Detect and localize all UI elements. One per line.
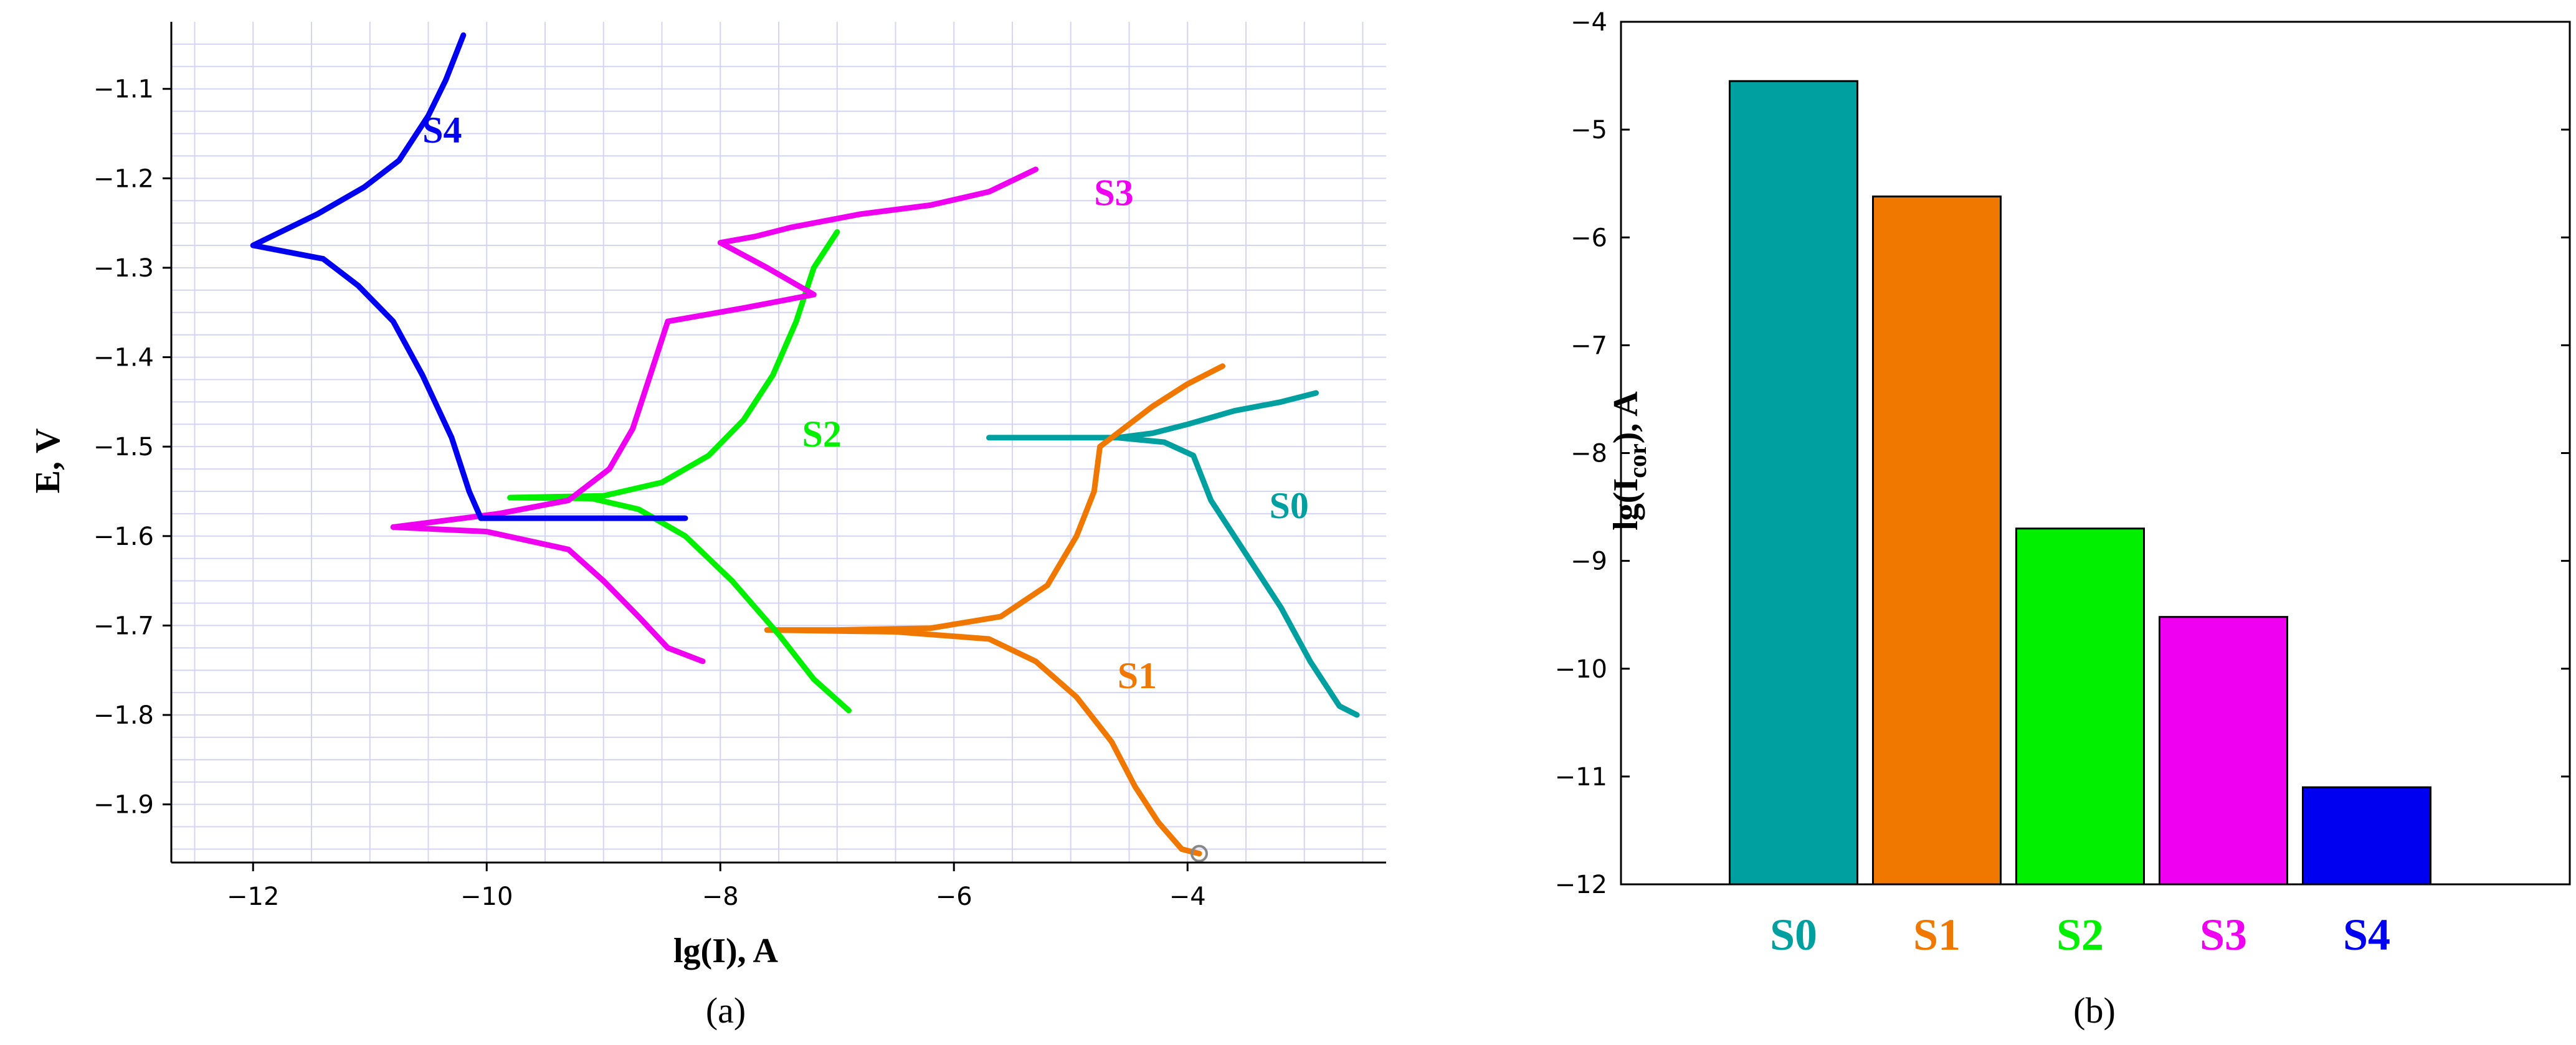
y-tick-label: −10: [1555, 655, 1607, 684]
bar-s3: [2159, 616, 2288, 886]
x-tick-label: −10: [460, 882, 513, 911]
y-tick-label: −6: [1571, 224, 1607, 252]
y-tick-label: −1.9: [93, 791, 154, 820]
category-label-s0: S0: [1770, 910, 1817, 960]
bar-s1: [1872, 195, 2002, 886]
series-s2-anodic-line: [507, 229, 840, 501]
panel-a-x-axis-label: lg(I), A: [673, 932, 779, 970]
panel-b-caption: (b): [2073, 990, 2116, 1031]
y-tick-label: −1.6: [93, 522, 154, 551]
panel-b-ticks: −4 −5 −6 −7 −8 −9 −10 −11 −12: [1555, 8, 2570, 899]
panel-b-y-axis-label-sub: cor: [1623, 443, 1652, 478]
series-s4-anodic-line: [250, 32, 484, 521]
category-label-s1: S1: [1913, 910, 1961, 960]
panel-a-series-labels: S0 S1 S2 S3 S4: [422, 110, 1309, 696]
x-tick-label: −6: [936, 882, 972, 911]
panel-a-caption: (a): [706, 990, 746, 1031]
endpoint-marker: [1191, 844, 1208, 863]
panel-a-ticks: −12 −10 −8 −6 −4 −1.1 −1.2 −1.3 −1.4 −1.5 −1.6 −1.7…: [93, 75, 1206, 911]
y-tick-label: −7: [1571, 331, 1607, 360]
series-label-s3: S3: [1094, 172, 1133, 213]
x-tick-label: −4: [1169, 882, 1206, 911]
panel-a-grid: [171, 22, 1386, 863]
series-label-s4: S4: [422, 110, 462, 151]
series-s0-cathodic-line: [1115, 435, 1360, 718]
series-s3-anodic-line: [390, 166, 1038, 530]
series-label-s2: S2: [802, 414, 842, 455]
y-tick-label: −1.8: [93, 701, 154, 730]
panel-a-axes: [170, 22, 1386, 864]
y-tick-label: −5: [1571, 116, 1607, 144]
panel-b-y-axis-label-end: ), A: [1607, 391, 1645, 444]
bar-s4: [2302, 786, 2431, 886]
x-tick-label: −8: [702, 882, 739, 911]
panel-b-bar-chart: −4 −5 −6 −7 −8 −9 −10 −11 −12 S0 S1 S2 S3 S4 lg(Icor…: [1555, 8, 2571, 1031]
category-label-s3: S3: [2200, 910, 2247, 960]
series-s1-anodic-line: [764, 363, 1225, 633]
y-tick-label: −1.7: [93, 612, 154, 640]
panel-b-y-axis-label-main: lg(I: [1607, 478, 1645, 531]
panel-b-bars: [1729, 80, 2431, 886]
y-tick-label: −1.4: [93, 344, 154, 372]
panel-b-y-axis-label: lg(Icor), A: [1607, 391, 1652, 531]
panel-a-polarization-chart: −12 −10 −8 −6 −4 −1.1 −1.2 −1.3 −1.4 −1.5 −1.6 −1.7…: [29, 22, 1386, 1031]
y-tick-label: −11: [1555, 763, 1607, 792]
panel-a-y-axis-label: E, V: [29, 428, 67, 494]
series-label-s0: S0: [1270, 485, 1309, 526]
series-s0-anodic-line: [986, 390, 1319, 441]
panel-a-series: [250, 32, 1360, 863]
y-tick-label: −4: [1571, 8, 1607, 37]
bar-s0: [1729, 80, 1858, 886]
y-tick-label: −1.5: [93, 433, 154, 461]
y-tick-label: −1.3: [93, 254, 154, 283]
series-s2-cathodic-line: [507, 494, 852, 714]
panel-b-category-labels: S0 S1 S2 S3 S4: [1770, 910, 2390, 960]
category-label-s2: S2: [2056, 910, 2104, 960]
category-label-s4: S4: [2343, 910, 2390, 960]
y-tick-label: −1.2: [93, 164, 154, 193]
y-tick-label: −12: [1555, 871, 1607, 899]
x-tick-label: −12: [227, 882, 279, 911]
y-tick-label: −8: [1571, 440, 1607, 468]
y-tick-label: −1.1: [93, 75, 154, 104]
series-s3-cathodic-line: [390, 524, 706, 664]
series-s1-cathodic-line: [764, 627, 1202, 857]
bar-s2: [2015, 527, 2145, 886]
y-tick-label: −9: [1571, 547, 1607, 576]
series-label-s1: S1: [1118, 655, 1157, 696]
